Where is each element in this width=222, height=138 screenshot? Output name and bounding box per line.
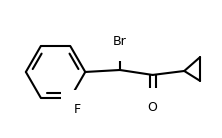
Text: O: O bbox=[148, 101, 158, 114]
Text: Br: Br bbox=[113, 35, 127, 48]
Text: F: F bbox=[73, 103, 81, 116]
